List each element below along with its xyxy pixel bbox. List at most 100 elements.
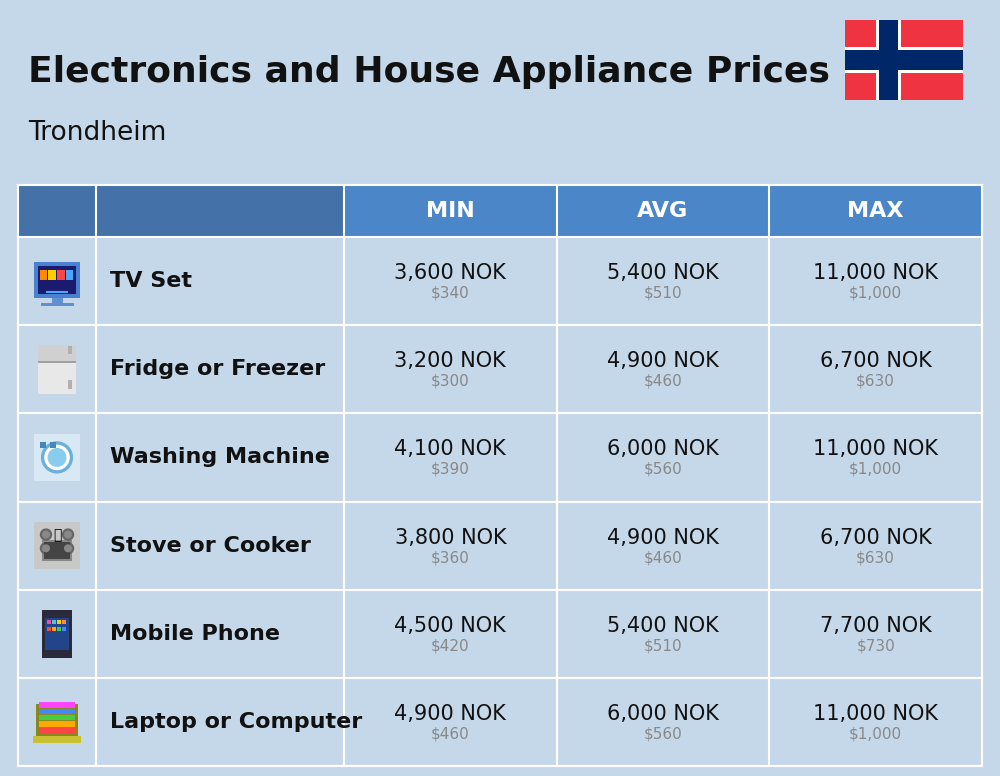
Bar (68, 380, 72, 389)
Text: Electronics and House Appliance Prices: Electronics and House Appliance Prices (28, 55, 830, 89)
Circle shape (40, 543, 52, 554)
Circle shape (40, 529, 52, 540)
Bar (39, 728, 75, 733)
Bar (57, 627, 61, 632)
Bar (18, 237, 982, 325)
Bar (34, 434, 80, 481)
Bar (845, 50, 963, 70)
Bar (40, 442, 46, 448)
Bar (845, 20, 963, 100)
Text: $630: $630 (856, 550, 895, 565)
Text: 3,800 NOK: 3,800 NOK (395, 528, 506, 548)
Text: 4,900 NOK: 4,900 NOK (607, 352, 719, 371)
Bar (876, 20, 901, 100)
Text: 4,500 NOK: 4,500 NOK (394, 615, 506, 636)
Bar (344, 185, 982, 237)
Circle shape (65, 545, 71, 552)
Text: 3,200 NOK: 3,200 NOK (394, 352, 506, 371)
Text: Mobile Phone: Mobile Phone (110, 624, 280, 644)
Bar (47, 627, 51, 632)
Text: $300: $300 (431, 374, 470, 389)
Text: 6,700 NOK: 6,700 NOK (820, 528, 932, 548)
Bar (42, 540, 72, 561)
Text: 7,700 NOK: 7,700 NOK (820, 615, 932, 636)
Bar (36, 705, 78, 736)
Text: $460: $460 (431, 726, 470, 741)
Text: 6,700 NOK: 6,700 NOK (820, 352, 932, 371)
Text: $560: $560 (644, 462, 682, 477)
Bar (66, 270, 73, 280)
Text: Laptop or Computer: Laptop or Computer (110, 712, 362, 732)
Text: $510: $510 (644, 638, 682, 653)
Bar (18, 677, 982, 766)
Bar (38, 345, 76, 394)
Text: 11,000 NOK: 11,000 NOK (813, 439, 938, 459)
Text: Stove or Cooker: Stove or Cooker (110, 535, 311, 556)
Text: 5,400 NOK: 5,400 NOK (607, 263, 719, 283)
Text: Washing Machine: Washing Machine (110, 448, 330, 467)
Circle shape (48, 449, 66, 466)
Circle shape (65, 532, 71, 538)
Text: TV Set: TV Set (110, 271, 192, 291)
Bar (18, 185, 982, 766)
Text: Fridge or Freezer: Fridge or Freezer (110, 359, 325, 379)
Bar (57, 620, 61, 624)
Text: 5,400 NOK: 5,400 NOK (607, 615, 719, 636)
Bar (52, 298, 62, 304)
Text: $1,000: $1,000 (849, 462, 902, 477)
Bar (52, 627, 56, 632)
Bar (18, 501, 982, 590)
Bar (50, 442, 56, 448)
Circle shape (45, 445, 69, 469)
Text: 6,000 NOK: 6,000 NOK (607, 704, 719, 724)
Bar (42, 610, 72, 658)
Text: $510: $510 (644, 286, 682, 300)
Bar (40, 270, 47, 280)
Bar (34, 262, 80, 298)
Bar (44, 542, 70, 559)
Text: $1,000: $1,000 (849, 286, 902, 300)
Bar (48, 270, 56, 280)
Bar (57, 270, 65, 280)
Text: 6,000 NOK: 6,000 NOK (607, 439, 719, 459)
Bar (18, 590, 982, 677)
Bar (39, 715, 75, 720)
Text: 11,000 NOK: 11,000 NOK (813, 704, 938, 724)
Text: $630: $630 (856, 374, 895, 389)
Text: MIN: MIN (426, 201, 475, 221)
Bar (845, 47, 963, 73)
Text: $390: $390 (431, 462, 470, 477)
Bar (18, 325, 982, 414)
Text: $460: $460 (644, 550, 682, 565)
Text: 4,900 NOK: 4,900 NOK (394, 704, 506, 724)
Text: $560: $560 (644, 726, 682, 741)
Text: 11,000 NOK: 11,000 NOK (813, 263, 938, 283)
Text: 3,600 NOK: 3,600 NOK (394, 263, 506, 283)
Text: 🔥: 🔥 (53, 528, 61, 542)
Circle shape (62, 529, 74, 540)
Bar (18, 414, 982, 501)
Text: AVG: AVG (637, 201, 689, 221)
Bar (18, 185, 344, 237)
Bar (40, 303, 74, 306)
Text: $1,000: $1,000 (849, 726, 902, 741)
Bar (47, 620, 51, 624)
Circle shape (43, 545, 49, 552)
Text: $360: $360 (431, 550, 470, 565)
Bar (68, 346, 72, 355)
Bar (38, 361, 76, 363)
Bar (34, 522, 80, 569)
Circle shape (43, 532, 49, 538)
Text: $460: $460 (644, 374, 682, 389)
Bar (45, 618, 69, 650)
Text: $730: $730 (856, 638, 895, 653)
Bar (879, 20, 898, 100)
Circle shape (62, 543, 74, 554)
Bar (38, 266, 76, 294)
Text: 4,100 NOK: 4,100 NOK (394, 439, 506, 459)
Bar (39, 702, 75, 708)
Bar (38, 345, 76, 362)
Bar (39, 708, 75, 714)
Bar (52, 620, 56, 624)
Bar (62, 627, 66, 632)
